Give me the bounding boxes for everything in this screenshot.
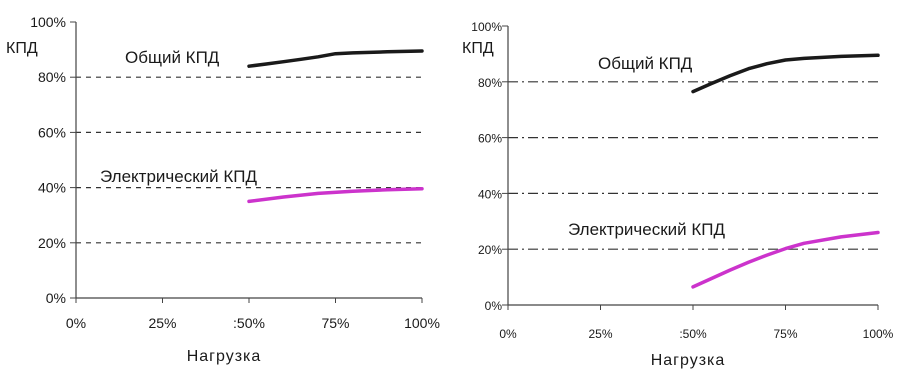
y-tick-label: 100%: [471, 20, 502, 34]
y-tick-label: 20%: [38, 235, 66, 251]
y-axis-title: КПД: [462, 40, 494, 57]
x-tick-label: 75%: [321, 315, 349, 331]
series-label: Общий КПД: [125, 48, 220, 67]
y-tick-label: 60%: [478, 132, 502, 146]
y-tick-label: 40%: [38, 180, 66, 196]
series-line-electric: [247, 186, 424, 204]
y-tick-label: 60%: [38, 124, 66, 140]
series-label: Электрический КПД: [568, 220, 725, 239]
series-line-total: [247, 49, 424, 68]
x-tick-label: 100%: [404, 315, 440, 331]
x-tick-label: 100%: [863, 327, 894, 341]
y-tick-label: 80%: [38, 69, 66, 85]
x-tick-label: :50%: [679, 327, 707, 341]
y-tick-label: 100%: [30, 14, 66, 30]
series-line-total: [691, 53, 880, 94]
y-tick-label: 0%: [46, 290, 66, 306]
series-line-electric: [691, 230, 880, 289]
series-label: Общий КПД: [598, 54, 693, 73]
x-tick-label: 0%: [499, 327, 517, 341]
x-tick-label: 25%: [588, 327, 612, 341]
x-tick-label: 0%: [66, 315, 86, 331]
chart-2: 0% 20% 40% 60% 80% 100% 0% 25% :50% 75% 100% Нагруз…: [462, 20, 894, 369]
x-tick-label: 25%: [148, 315, 176, 331]
x-axis-title: Нагрузка: [187, 348, 262, 365]
y-tick-label: 80%: [478, 76, 502, 90]
series-label: Электрический КПД: [100, 167, 257, 186]
x-axis-title: Нагрузка: [651, 352, 726, 369]
x-tick-label: :50%: [233, 315, 265, 331]
chart-1: 0% 20% 40% 60% 80% 100% 0% 25% :50% 75% 100% Нагруз…: [6, 14, 440, 365]
y-tick-label: 20%: [478, 243, 502, 257]
y-tick-label: 40%: [478, 187, 502, 201]
x-tick-label: 75%: [773, 327, 797, 341]
y-tick-label: 0%: [485, 299, 503, 313]
y-axis-title: КПД: [6, 40, 38, 57]
